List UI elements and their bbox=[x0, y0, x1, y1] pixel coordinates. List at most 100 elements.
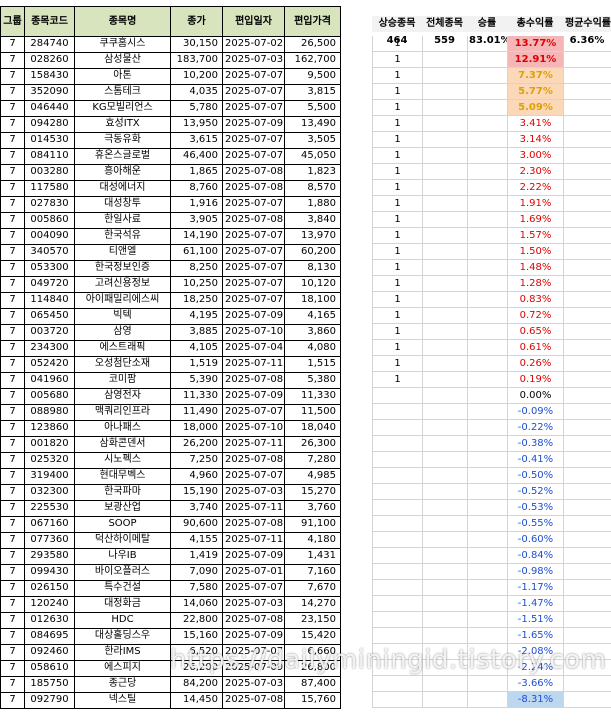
cell-rise-flag[interactable]: 1 bbox=[372, 116, 422, 132]
cell-empty[interactable] bbox=[563, 340, 611, 356]
cell-name[interactable]: 종근당 bbox=[74, 676, 171, 693]
cell-group[interactable]: 7 bbox=[0, 628, 25, 645]
cell-empty[interactable] bbox=[467, 548, 507, 564]
cell-date[interactable]: 2025-07-07 bbox=[222, 244, 285, 261]
cell-price[interactable]: 1,880 bbox=[284, 196, 341, 213]
cell-close[interactable]: 14,190 bbox=[170, 228, 223, 245]
cell-group[interactable]: 7 bbox=[0, 372, 25, 389]
cell-group[interactable]: 7 bbox=[0, 340, 25, 357]
cell-name[interactable]: 덕산하이메탈 bbox=[74, 532, 171, 549]
cell-close[interactable]: 10,250 bbox=[170, 276, 223, 293]
cell-rise-flag[interactable] bbox=[372, 580, 422, 596]
cell-close[interactable]: 18,250 bbox=[170, 292, 223, 309]
cell-price[interactable]: 87,400 bbox=[284, 676, 341, 693]
cell-rise-flag[interactable] bbox=[372, 596, 422, 612]
cell-rise-flag[interactable] bbox=[372, 644, 422, 660]
cell-date[interactable]: 2025-07-07 bbox=[222, 100, 285, 117]
cell-group[interactable]: 7 bbox=[0, 148, 25, 165]
cell-name[interactable]: KG모빌리언스 bbox=[74, 100, 171, 117]
cell-name[interactable]: 휴온스글로벌 bbox=[74, 148, 171, 165]
cell-rise-flag[interactable] bbox=[372, 500, 422, 516]
cell-empty[interactable] bbox=[563, 644, 611, 660]
cell-empty[interactable] bbox=[563, 612, 611, 628]
cell-rise-flag[interactable]: 1 bbox=[372, 356, 422, 372]
cell-return[interactable]: -0.41% bbox=[507, 452, 563, 468]
cell-rise-flag[interactable]: 1 bbox=[372, 292, 422, 308]
cell-rise-flag[interactable] bbox=[372, 484, 422, 500]
cell-name[interactable]: 한국파마 bbox=[74, 484, 171, 501]
cell-empty[interactable] bbox=[467, 164, 507, 180]
cell-empty[interactable] bbox=[563, 212, 611, 228]
cell-empty[interactable] bbox=[563, 660, 611, 676]
cell-group[interactable]: 7 bbox=[0, 244, 25, 261]
cell-rise-flag[interactable]: 1 bbox=[372, 36, 422, 52]
cell-price[interactable]: 11,500 bbox=[284, 404, 341, 421]
cell-return[interactable]: -0.53% bbox=[507, 500, 563, 516]
cell-empty[interactable] bbox=[422, 596, 467, 612]
cell-date[interactable]: 2025-07-11 bbox=[222, 500, 285, 517]
cell-return[interactable]: -1.47% bbox=[507, 596, 563, 612]
cell-return[interactable]: 1.50% bbox=[507, 244, 563, 260]
col-header-date[interactable]: 편입일자 bbox=[222, 6, 285, 37]
col-header-price[interactable]: 편입가격 bbox=[284, 6, 341, 37]
cell-price[interactable]: 3,840 bbox=[284, 212, 341, 229]
cell-code[interactable]: 077360 bbox=[24, 532, 75, 549]
cell-price[interactable]: 10,120 bbox=[284, 276, 341, 293]
cell-close[interactable]: 4,960 bbox=[170, 468, 223, 485]
cell-return[interactable]: 0.00% bbox=[507, 388, 563, 404]
cell-group[interactable]: 7 bbox=[0, 324, 25, 341]
cell-empty[interactable] bbox=[467, 260, 507, 276]
cell-date[interactable]: 2025-07-09 bbox=[222, 628, 285, 645]
cell-name[interactable]: 오성첨단소재 bbox=[74, 356, 171, 373]
cell-empty[interactable] bbox=[563, 596, 611, 612]
cell-empty[interactable] bbox=[563, 564, 611, 580]
cell-rise-flag[interactable] bbox=[372, 628, 422, 644]
cell-name[interactable]: 한국석유 bbox=[74, 228, 171, 245]
cell-close[interactable]: 10,200 bbox=[170, 68, 223, 85]
cell-name[interactable]: 대정화금 bbox=[74, 596, 171, 613]
cell-empty[interactable] bbox=[563, 180, 611, 196]
cell-code[interactable]: 046440 bbox=[24, 100, 75, 117]
cell-empty[interactable] bbox=[467, 84, 507, 100]
cell-rise-flag[interactable] bbox=[372, 420, 422, 436]
cell-close[interactable]: 183,700 bbox=[170, 52, 223, 69]
cell-empty[interactable] bbox=[422, 612, 467, 628]
cell-close[interactable]: 3,615 bbox=[170, 132, 223, 149]
cell-empty[interactable] bbox=[467, 452, 507, 468]
cell-rise-flag[interactable]: 1 bbox=[372, 164, 422, 180]
cell-code[interactable]: 234300 bbox=[24, 340, 75, 357]
cell-name[interactable]: 대성창투 bbox=[74, 196, 171, 213]
cell-code[interactable]: 092790 bbox=[24, 692, 75, 709]
cell-date[interactable]: 2025-07-08 bbox=[222, 452, 285, 469]
cell-group[interactable]: 7 bbox=[0, 292, 25, 309]
cell-empty[interactable] bbox=[422, 132, 467, 148]
cell-empty[interactable] bbox=[422, 628, 467, 644]
cell-empty[interactable] bbox=[467, 468, 507, 484]
cell-empty[interactable] bbox=[563, 452, 611, 468]
cell-empty[interactable] bbox=[563, 436, 611, 452]
cell-empty[interactable] bbox=[563, 356, 611, 372]
cell-name[interactable]: 극동유화 bbox=[74, 132, 171, 149]
cell-date[interactable]: 2025-07-11 bbox=[222, 436, 285, 453]
cell-close[interactable]: 4,105 bbox=[170, 340, 223, 357]
cell-empty[interactable] bbox=[422, 372, 467, 388]
cell-return[interactable]: 3.00% bbox=[507, 148, 563, 164]
cell-empty[interactable] bbox=[467, 228, 507, 244]
cell-return[interactable]: -0.22% bbox=[507, 420, 563, 436]
cell-return[interactable]: -3.66% bbox=[507, 676, 563, 692]
cell-return[interactable]: 1.28% bbox=[507, 276, 563, 292]
cell-rise-flag[interactable]: 1 bbox=[372, 84, 422, 100]
cell-price[interactable]: 13,490 bbox=[284, 116, 341, 133]
cell-empty[interactable] bbox=[422, 548, 467, 564]
cell-name[interactable]: 대상홀딩스우 bbox=[74, 628, 171, 645]
cell-empty[interactable] bbox=[467, 596, 507, 612]
cell-group[interactable]: 7 bbox=[0, 116, 25, 133]
cell-return[interactable]: 13.77% bbox=[507, 36, 563, 52]
cell-empty[interactable] bbox=[467, 52, 507, 68]
col-header-name[interactable]: 종목명 bbox=[74, 6, 171, 37]
cell-name[interactable]: 삼화콘덴서 bbox=[74, 436, 171, 453]
cell-price[interactable]: 5,380 bbox=[284, 372, 341, 389]
cell-rise-flag[interactable]: 1 bbox=[372, 148, 422, 164]
cell-group[interactable]: 7 bbox=[0, 420, 25, 437]
cell-empty[interactable] bbox=[563, 420, 611, 436]
